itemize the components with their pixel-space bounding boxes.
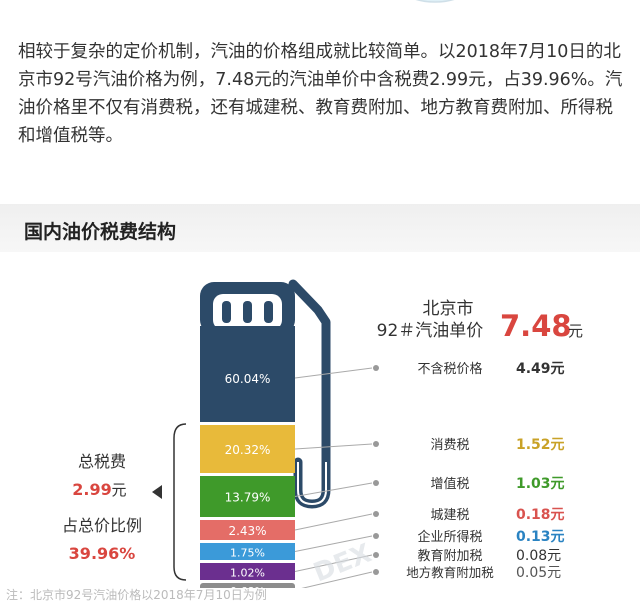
category-name-2: 消费税 <box>430 438 469 453</box>
category-value-7: 0.05元 <box>516 565 561 581</box>
footer-note: 注：北京市92号汽油价格以2018年7月10日为例 <box>0 588 640 602</box>
category-name-5: 企业所得税 <box>417 529 482 545</box>
pump-segments: 60.04% 20.32% 13.79% 2.43% 1.75% 1.02% 0.68% <box>200 326 295 588</box>
segment-5 <box>200 543 295 560</box>
leader-line-4 <box>294 513 373 531</box>
leader-line-1 <box>294 367 373 379</box>
segment-1-join <box>200 326 295 336</box>
leader-dot-7 <box>373 569 379 575</box>
segment-percent-6: 1.02% <box>230 567 265 580</box>
watermark: DEX <box>309 538 375 588</box>
category-name-7: 地方教育附加税 <box>406 565 494 580</box>
category-name-3: 增值税 <box>430 476 469 492</box>
segment-6 <box>200 563 295 580</box>
category-name-1: 不含税价格 <box>417 361 482 377</box>
category-name-4: 城建税 <box>430 508 469 523</box>
tax-bracket <box>173 423 187 581</box>
leader-dot-5 <box>373 533 379 539</box>
leader-dot-4 <box>373 511 379 517</box>
leader-lines <box>294 365 379 588</box>
category-value-3: 1.03元 <box>516 476 565 492</box>
total-tax-label: 总税费 <box>78 452 126 471</box>
segment-percent-3: 13.79% <box>225 491 271 505</box>
segment-percent-4: 2.43% <box>228 524 266 538</box>
leader-line-2 <box>294 443 373 450</box>
category-value-1: 4.49元 <box>516 361 565 377</box>
segment-3 <box>200 476 295 517</box>
leader-line-5 <box>294 535 373 552</box>
total-price-value: 7.48 <box>500 309 572 343</box>
leader-dot-6 <box>373 552 379 558</box>
category-value-4: 0.18元 <box>516 507 565 523</box>
footer-text: 注：北京市92号汽油价格以2018年7月10日为例 <box>6 588 267 602</box>
leader-line-7 <box>301 571 373 588</box>
category-value-6: 0.08元 <box>516 548 561 564</box>
segment-7 <box>200 583 295 588</box>
chart-title-line1: 北京市 <box>423 299 474 319</box>
total-price-unit: 元 <box>568 322 583 340</box>
intro-paragraph: 相较于复杂的定价机制，汽油的价格组成就比较简单。以2018年7月10日的北京市9… <box>18 42 623 146</box>
leader-dot-2 <box>373 441 379 447</box>
segment-4 <box>200 520 295 540</box>
category-value-5: 0.13元 <box>516 529 565 545</box>
total-tax-value: 2.99 <box>72 480 111 499</box>
leader-dot-3 <box>373 480 379 486</box>
segment-1 <box>200 334 295 422</box>
chart-title-line2: 92＃汽油单价 <box>377 321 484 341</box>
tax-structure-chart: 60.04% 20.32% 13.79% 2.43% 1.75% 1.02% 0.68% 不… <box>62 279 583 588</box>
leader-dot-1 <box>373 365 379 371</box>
leader-line-6 <box>294 554 373 572</box>
segment-percent-5: 1.75% <box>230 547 265 560</box>
ratio-label: 占总价比例 <box>62 516 142 535</box>
section-title: 国内油价税费结构 <box>24 221 177 243</box>
section-header: 国内油价税费结构 <box>0 204 640 252</box>
ratio-value: 39.96% <box>69 544 136 563</box>
segment-percent-7: 0.68% <box>230 585 265 588</box>
category-name-6: 教育附加税 <box>417 548 482 564</box>
segment-2 <box>200 425 295 473</box>
segment-percent-2: 20.32% <box>225 443 271 457</box>
total-tax-unit: 元 <box>111 481 126 499</box>
bracket-arrow <box>152 485 162 499</box>
leader-line-3 <box>294 482 373 497</box>
category-value-2: 1.52元 <box>516 437 565 453</box>
segment-percent-1: 60.04% <box>225 372 271 386</box>
header-badge-decoration <box>415 0 455 3</box>
